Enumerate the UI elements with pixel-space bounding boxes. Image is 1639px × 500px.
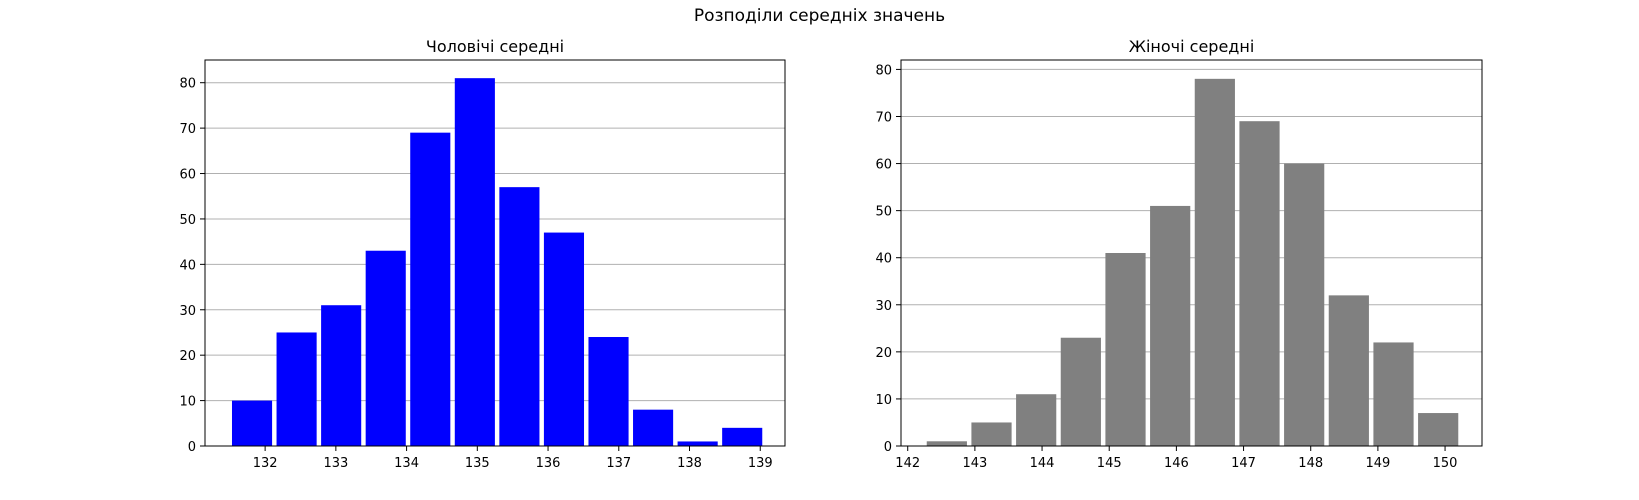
histogram-bar [1060,337,1101,446]
plot-frame [900,59,1483,447]
histogram-bar [543,232,585,446]
histogram-bar [454,78,495,446]
histogram-bar [1328,295,1369,446]
histogram-bar [722,427,763,446]
histogram-bar [1150,205,1191,446]
x-tick-label: 143 [962,456,987,471]
histogram-bar [410,132,451,447]
histogram-bar [1239,121,1280,446]
histogram-bar [1194,78,1235,446]
chart-title: Чоловічі середні [426,37,564,56]
y-tick-label: 0 [188,440,196,455]
histogram-bar [1016,394,1057,446]
x-tick-label: 142 [895,456,920,471]
x-tick-label: 133 [323,456,348,471]
chart-1: 0 10 20 30 40 50 60 70 80 132 133 134 135 136 137 138 13… [179,37,786,471]
x-tick-label: 132 [253,456,278,471]
y-tick-label: 50 [875,205,892,220]
histogram-bar [971,422,1012,446]
x-tick-label: 148 [1298,456,1323,471]
chart-title: Жіночі середні [1129,37,1255,56]
x-tick-label: 135 [465,456,490,471]
plot-frame [204,59,786,447]
histogram-bar [321,305,362,446]
histogram-bar [499,187,540,446]
y-tick-label: 80 [875,63,892,78]
y-tick-label: 40 [179,258,196,273]
histogram-bar [231,400,273,446]
y-tick-label: 70 [179,122,196,137]
y-tick-label: 10 [875,393,892,408]
histogram-bar [926,441,967,446]
histogram-bar [633,409,674,446]
y-tick-label: 10 [179,395,196,410]
y-tick-label: 50 [179,213,196,228]
y-tick-label: 20 [875,346,892,361]
y-tick-label: 30 [179,304,196,319]
y-tick-label: 20 [179,349,196,364]
histogram-bar [1105,253,1146,446]
y-tick-label: 60 [179,168,196,183]
x-tick-label: 149 [1365,456,1390,471]
x-tick-label: 147 [1231,456,1256,471]
y-tick-label: 0 [884,440,892,455]
x-tick-label: 144 [1030,456,1055,471]
histogram-bar [1373,342,1414,446]
histogram-bar [365,250,406,446]
histogram-bar [1284,163,1325,446]
x-tick-label: 137 [606,456,631,471]
x-tick-label: 136 [536,456,561,471]
x-tick-label: 139 [748,456,773,471]
y-tick-label: 60 [875,158,892,173]
histogram-bar [677,441,718,446]
histogram-bar [1418,413,1459,446]
y-tick-label: 70 [875,110,892,125]
y-tick-label: 30 [875,299,892,314]
y-tick-label: 80 [179,77,196,92]
chart-2: 0 10 20 30 40 50 60 70 80 142 143 144 145 146 147 148 14… [875,37,1483,471]
y-tick-label: 40 [875,252,892,267]
x-tick-label: 134 [394,456,419,471]
histogram-bar [276,332,317,446]
x-tick-label: 145 [1097,456,1122,471]
x-tick-label: 146 [1164,456,1189,471]
figure-suptitle: Розподіли середніх значень [693,6,946,26]
histogram-bar [588,337,629,446]
x-tick-label: 138 [677,456,702,471]
x-tick-label: 150 [1433,456,1458,471]
